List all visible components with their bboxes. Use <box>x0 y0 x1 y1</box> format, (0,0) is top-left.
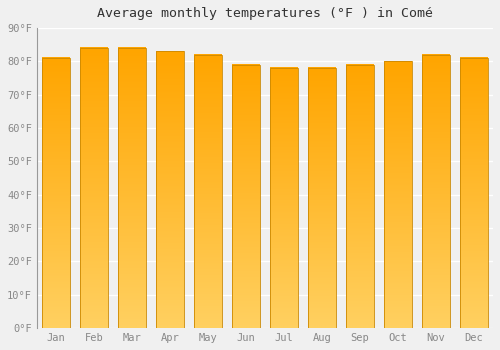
Bar <box>346 65 374 328</box>
Bar <box>308 68 336 328</box>
Bar <box>194 55 222 328</box>
Bar <box>270 68 297 328</box>
Bar <box>156 51 184 328</box>
Bar <box>384 61 411 328</box>
Bar <box>118 48 146 328</box>
Bar <box>422 55 450 328</box>
Bar <box>232 65 260 328</box>
Title: Average monthly temperatures (°F ) in Comé: Average monthly temperatures (°F ) in Co… <box>97 7 433 20</box>
Bar <box>460 58 487 328</box>
Bar <box>80 48 108 328</box>
Bar <box>42 58 70 328</box>
